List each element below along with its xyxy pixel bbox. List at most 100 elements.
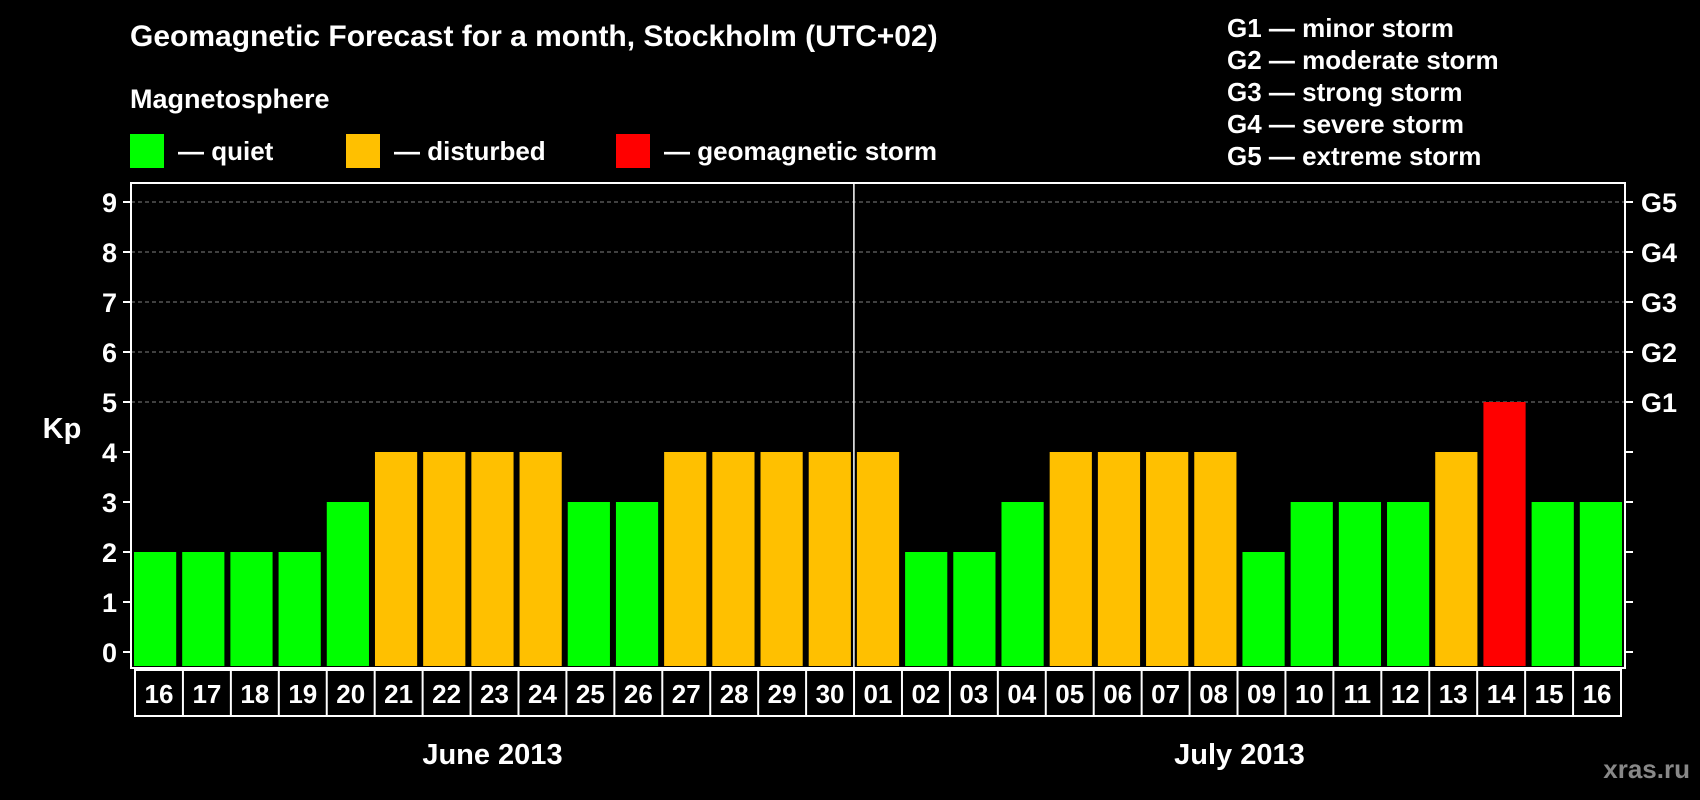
x-tick-label: 07: [1151, 679, 1180, 709]
x-tick-label: 09: [1247, 679, 1276, 709]
bar-kp: [519, 452, 562, 666]
g-scale-g5: G5 — extreme storm: [1227, 141, 1482, 171]
y-tick-label: 3: [102, 488, 117, 518]
x-tick-label: 14: [1487, 679, 1516, 709]
bar-kp: [1483, 402, 1526, 666]
x-tick-label: 27: [672, 679, 701, 709]
legend-swatch-disturbed: [346, 134, 380, 168]
chart-title: Geomagnetic Forecast for a month, Stockh…: [130, 20, 938, 53]
g-scale-g2: G2 — moderate storm: [1227, 45, 1499, 75]
bar-kp: [1146, 452, 1189, 666]
x-tick-label: 02: [911, 679, 940, 709]
x-tick-label: 05: [1055, 679, 1084, 709]
bar-kp: [615, 502, 659, 666]
bar-kp: [423, 452, 466, 666]
watermark: xras.ru: [1603, 754, 1690, 784]
y-axis-label: Kp: [43, 413, 82, 445]
y-tick-label: 8: [102, 238, 117, 268]
x-tick-label: 17: [192, 679, 221, 709]
legend-label-quiet: — quiet: [178, 135, 274, 166]
bar-kp: [326, 502, 369, 666]
bar-kp: [278, 552, 321, 666]
legend-item-quiet: — quiet: [130, 134, 273, 168]
g-scale-legend: G1 — minor storm G2 — moderate storm G3 …: [1227, 12, 1499, 172]
x-tick-label: 20: [336, 679, 365, 709]
g-scale-tick-label: G1: [1641, 388, 1677, 418]
bar-kp: [1531, 502, 1574, 666]
legend-swatch-quiet: [130, 134, 164, 168]
x-tick-label: 11: [1344, 679, 1372, 709]
x-tick-label: 25: [576, 679, 605, 709]
x-tick-label: 22: [432, 679, 461, 709]
x-tick-label: 24: [528, 679, 557, 709]
x-tick-label: 23: [480, 679, 509, 709]
magnetosphere-label: Magnetosphere: [130, 84, 330, 114]
bar-kp: [1338, 502, 1382, 666]
x-tick-label: 03: [959, 679, 988, 709]
bar-kp: [1194, 452, 1237, 666]
bar-kp: [856, 452, 900, 666]
date-row-frame: [134, 669, 1622, 717]
x-tick-label: 16: [1583, 679, 1612, 709]
x-tick-label: 30: [816, 679, 845, 709]
x-tick-label: 18: [240, 679, 269, 709]
bar-kp: [182, 552, 225, 666]
y-tick-label: 0: [102, 638, 117, 668]
bar-kp: [374, 452, 418, 666]
bar-kp: [1242, 552, 1285, 666]
x-tick-label: 06: [1103, 679, 1132, 709]
y-tick-label: 9: [102, 188, 117, 218]
y-tick-label: 5: [102, 388, 117, 418]
g-scale-tick-label: G2: [1641, 338, 1677, 368]
g-scale-tick-label: G4: [1641, 238, 1677, 268]
y-tick-label: 7: [102, 288, 117, 318]
plot-frame: [130, 182, 1626, 669]
x-tick-label: 13: [1439, 679, 1468, 709]
bar-kp: [1435, 452, 1478, 666]
legend-item-disturbed: — disturbed: [346, 134, 546, 168]
g-scale-tick-label: G3: [1641, 288, 1677, 318]
g-scale-g3: G3 — strong storm: [1227, 77, 1463, 107]
x-tick-label: 04: [1007, 679, 1036, 709]
bar-kp: [953, 552, 996, 666]
bar-kp: [905, 552, 948, 666]
x-tick-label: 28: [720, 679, 749, 709]
bar-kp: [664, 452, 707, 666]
bar-kp: [471, 452, 514, 666]
legend-label-disturbed: — disturbed: [394, 135, 546, 166]
bar-kp: [1001, 502, 1044, 666]
y-tick-label: 4: [102, 438, 117, 468]
y-tick-label: 2: [102, 538, 117, 568]
x-tick-label: 01: [864, 679, 893, 709]
y-tick-label: 6: [102, 338, 117, 368]
g-scale-g4: G4 — severe storm: [1227, 109, 1465, 139]
x-tick-label: 21: [384, 679, 413, 709]
x-tick-label: 19: [288, 679, 317, 709]
legend-label-storm: — geomagnetic storm: [664, 135, 938, 166]
x-tick-label: 29: [768, 679, 797, 709]
bar-kp: [1049, 452, 1092, 666]
bar-kp: [134, 552, 177, 666]
x-tick-label: 26: [624, 679, 653, 709]
month-label: June 2013: [422, 739, 562, 771]
x-tick-label: 15: [1535, 679, 1564, 709]
bar-kp: [1579, 502, 1622, 666]
bar-kp: [567, 502, 610, 666]
bar-kp: [712, 452, 755, 666]
bar-kp: [760, 452, 803, 666]
legend-swatch-storm: [616, 134, 650, 168]
x-tick-label: 12: [1391, 679, 1420, 709]
x-tick-label: 10: [1295, 679, 1324, 709]
bar-kp: [808, 452, 851, 666]
g-scale-tick-label: G5: [1641, 188, 1677, 218]
x-tick-label: 16: [145, 679, 174, 709]
x-tick-label: 08: [1199, 679, 1228, 709]
bar-kp: [230, 552, 273, 666]
bar-kp: [1387, 502, 1430, 666]
g-scale-g1: G1 — minor storm: [1227, 13, 1454, 43]
bar-kp: [1290, 502, 1333, 666]
legend-item-storm: — geomagnetic storm: [616, 134, 937, 168]
month-label: July 2013: [1174, 739, 1305, 771]
y-tick-label: 1: [102, 588, 117, 618]
